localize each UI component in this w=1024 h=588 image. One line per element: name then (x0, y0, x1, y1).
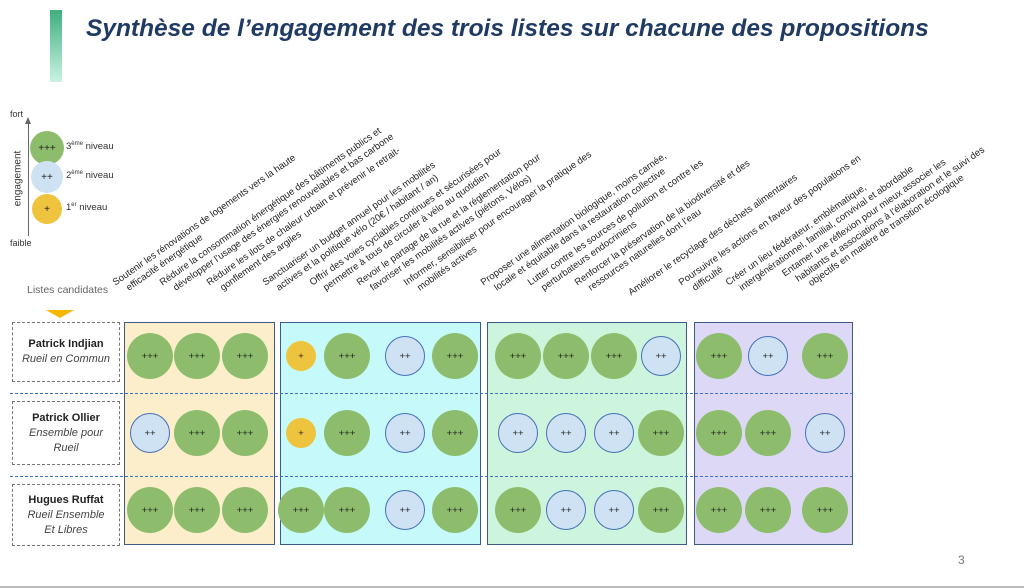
engagement-circle-level-3: +++ (802, 333, 848, 379)
engagement-circle-level-3: +++ (696, 410, 742, 456)
row-divider (10, 476, 853, 477)
engagement-circle-level-3: +++ (591, 333, 637, 379)
engagement-circle-level-3: +++ (432, 487, 478, 533)
engagement-circle-level-2: ++ (130, 413, 170, 453)
engagement-circle-level-3: +++ (324, 333, 370, 379)
title-accent-bar (50, 10, 62, 82)
bottom-border (0, 586, 1024, 588)
candidate-name: Patrick Ollier (32, 411, 100, 424)
engagement-circle-level-2: ++ (594, 490, 634, 530)
engagement-circle-level-3: +++ (638, 410, 684, 456)
level-ordinal: 2 (66, 170, 72, 182)
row-divider (10, 393, 853, 394)
candidate-list-name: Rueil Ensemble Et Libres (27, 508, 105, 536)
engagement-circle-level-3: +++ (696, 333, 742, 379)
legend-bottom-label: faible (10, 238, 32, 248)
engagement-circle-level-3: +++ (324, 487, 370, 533)
engagement-circle-level-3: +++ (127, 487, 173, 533)
engagement-circle-level-3: +++ (432, 333, 478, 379)
page-title: Synthèse de l’engagement des trois liste… (86, 15, 929, 42)
engagement-circle-level-2: ++ (594, 413, 634, 453)
legend-level-label: 1er niveau (66, 202, 107, 213)
down-triangle-icon (46, 310, 74, 318)
engagement-circle-level-3: +++ (745, 410, 791, 456)
level-ordinal: 3 (66, 141, 72, 153)
engagement-circle-level-3: +++ (222, 410, 268, 456)
engagement-axis-arrow (25, 117, 31, 236)
level-ordinal-suffix: ème (71, 170, 83, 176)
engagement-circle-level-3: +++ (174, 410, 220, 456)
engagement-circle-level-2: ++ (498, 413, 538, 453)
engagement-circle-level-3: +++ (495, 487, 541, 533)
engagement-circle-level-3: +++ (222, 333, 268, 379)
engagement-circle-level-3: +++ (802, 487, 848, 533)
engagement-circle-level-3: +++ (222, 487, 268, 533)
engagement-circle-level-2: ++ (385, 413, 425, 453)
engagement-circle-level-1: + (286, 418, 316, 448)
engagement-circle-level-3: +++ (696, 487, 742, 533)
engagement-circle-level-3: +++ (432, 410, 478, 456)
engagement-circle-level-3: +++ (638, 487, 684, 533)
level-ordinal-suffix: er (71, 202, 77, 208)
page-number: 3 (958, 553, 965, 567)
level-text: niveau (76, 202, 108, 214)
legend-axis-label: engagement (12, 150, 24, 207)
engagement-circle-level-2: ++ (385, 490, 425, 530)
candidate-name: Patrick Indjian (28, 338, 104, 350)
legend-circle-2: ++ (31, 161, 63, 193)
legend-level-label: 2ème niveau (66, 170, 114, 181)
level-text: niveau (82, 141, 114, 153)
legend-top-label: fort (10, 109, 24, 119)
engagement-circle-level-3: +++ (543, 333, 589, 379)
engagement-circle-level-3: +++ (127, 333, 173, 379)
candidate-lists-label: Listes candidates (27, 284, 109, 296)
level-text: niveau (82, 170, 114, 182)
engagement-circle-level-2: ++ (385, 336, 425, 376)
level-ordinal-suffix: ème (71, 141, 83, 147)
legend-circle-1: + (32, 194, 62, 224)
engagement-circle-level-2: ++ (748, 336, 788, 376)
engagement-circle-level-1: + (286, 341, 316, 371)
candidate-list-name: Rueil en Commun (21, 353, 111, 365)
engagement-circle-level-3: +++ (745, 487, 791, 533)
level-ordinal: 1 (66, 202, 72, 214)
candidate-box: Hugues Ruffat Rueil Ensemble Et Libres (12, 484, 120, 546)
engagement-circle-level-3: +++ (324, 410, 370, 456)
candidate-box: Patrick Ollier Ensemble pour Rueil (12, 401, 120, 465)
engagement-circle-level-2: ++ (546, 413, 586, 453)
engagement-circle-level-3: +++ (174, 333, 220, 379)
engagement-circle-level-2: ++ (546, 490, 586, 530)
candidate-name: Hugues Ruffat (28, 493, 104, 506)
engagement-circle-level-3: +++ (495, 333, 541, 379)
engagement-circle-level-3: +++ (278, 487, 324, 533)
candidate-list-name: Ensemble pour Rueil (29, 426, 103, 454)
legend-circle-3: +++ (30, 131, 64, 165)
candidate-box: Patrick Indjian Rueil en Commun (12, 322, 120, 382)
engagement-circle-level-2: ++ (641, 336, 681, 376)
legend-level-label: 3ème niveau (66, 141, 114, 152)
engagement-circle-level-3: +++ (174, 487, 220, 533)
engagement-circle-level-2: ++ (805, 413, 845, 453)
